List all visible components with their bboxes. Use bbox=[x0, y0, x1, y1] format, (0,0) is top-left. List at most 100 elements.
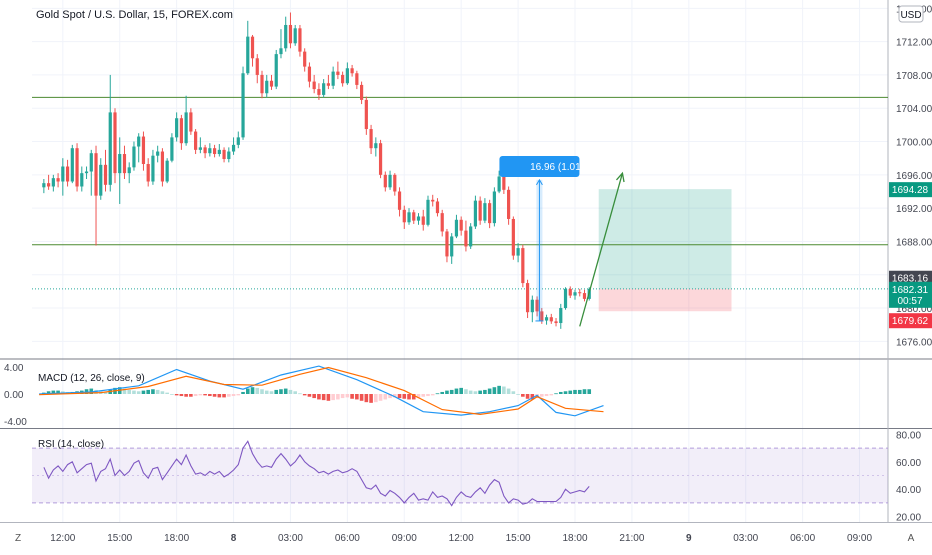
candle-body[interactable] bbox=[303, 51, 307, 67]
candle-body[interactable] bbox=[483, 203, 487, 221]
candle-body[interactable] bbox=[535, 299, 539, 312]
candle-body[interactable] bbox=[56, 178, 60, 182]
candle-body[interactable] bbox=[497, 176, 501, 192]
time-axis[interactable]: 12:00 15:00 18:00 8 03:00 06:00 09:00 12:00 15:0… bbox=[50, 533, 872, 544]
candle-body[interactable] bbox=[80, 173, 84, 187]
candle-body[interactable] bbox=[469, 226, 473, 247]
candle-body[interactable] bbox=[288, 24, 293, 44]
candle-body[interactable] bbox=[369, 129, 373, 149]
candle-body[interactable] bbox=[412, 212, 416, 221]
candle-body[interactable] bbox=[331, 71, 335, 86]
candle-body[interactable] bbox=[255, 58, 259, 75]
candle-body[interactable] bbox=[265, 80, 269, 94]
candle-body[interactable] bbox=[326, 83, 330, 86]
candle-body[interactable] bbox=[554, 321, 558, 324]
candle-body[interactable] bbox=[132, 146, 136, 168]
candle-body[interactable] bbox=[350, 68, 354, 74]
candle-body[interactable] bbox=[492, 191, 496, 224]
candle-body[interactable] bbox=[94, 153, 98, 196]
candle-body[interactable] bbox=[388, 174, 392, 188]
currency-button[interactable] bbox=[898, 5, 924, 23]
candle-body[interactable] bbox=[189, 112, 193, 132]
candle-body[interactable] bbox=[511, 218, 515, 256]
candle-body[interactable] bbox=[298, 28, 302, 52]
candle-body[interactable] bbox=[336, 71, 340, 75]
candle-body[interactable] bbox=[141, 136, 146, 165]
candle-body[interactable] bbox=[521, 248, 525, 284]
price-range-measure[interactable] bbox=[499, 156, 580, 322]
candle-body[interactable] bbox=[89, 153, 93, 172]
candle-body[interactable] bbox=[231, 144, 236, 152]
candle-body[interactable] bbox=[488, 203, 492, 224]
candle-body[interactable] bbox=[279, 48, 283, 55]
candle-body[interactable] bbox=[507, 189, 511, 219]
candle-body[interactable] bbox=[478, 200, 482, 221]
candle-body[interactable] bbox=[274, 54, 278, 87]
candle-body[interactable] bbox=[260, 74, 264, 94]
candle-body[interactable] bbox=[374, 143, 378, 149]
candle-body[interactable] bbox=[426, 199, 430, 225]
candle-body[interactable] bbox=[464, 230, 468, 247]
candle-body[interactable] bbox=[70, 148, 74, 182]
candle-body[interactable] bbox=[269, 80, 274, 87]
candle-body[interactable] bbox=[217, 149, 221, 155]
candle-body[interactable] bbox=[378, 143, 383, 175]
candle-body[interactable] bbox=[573, 292, 577, 296]
candle-body[interactable] bbox=[364, 99, 368, 130]
candle-body[interactable] bbox=[212, 148, 217, 155]
candle-body[interactable] bbox=[435, 201, 440, 214]
candle-body[interactable] bbox=[322, 83, 326, 95]
candle-body[interactable] bbox=[355, 73, 359, 85]
price-axis[interactable]: 1716.001712.001708.001704.001700.001696.… bbox=[4, 4, 932, 523]
arrow-line[interactable] bbox=[579, 172, 624, 327]
candle-body[interactable] bbox=[540, 311, 544, 321]
timezone-letter[interactable]: Z bbox=[15, 533, 21, 544]
candle-body[interactable] bbox=[578, 292, 582, 294]
candle-body[interactable] bbox=[65, 166, 70, 182]
candle-body[interactable] bbox=[549, 317, 553, 322]
candle-body[interactable] bbox=[103, 164, 108, 185]
candle-body[interactable] bbox=[307, 66, 312, 82]
candle-body[interactable] bbox=[184, 112, 188, 144]
candle-body[interactable] bbox=[559, 308, 563, 324]
candle-body[interactable] bbox=[407, 212, 411, 223]
candle-body[interactable] bbox=[345, 68, 349, 84]
candle-body[interactable] bbox=[502, 176, 506, 190]
candlestick-series[interactable] bbox=[42, 12, 591, 329]
candle-body[interactable] bbox=[284, 24, 288, 49]
long-position-tool[interactable] bbox=[32, 189, 888, 312]
horizontal-lines[interactable] bbox=[32, 96, 888, 246]
trend-arrow[interactable] bbox=[579, 171, 625, 327]
candle-body[interactable] bbox=[421, 216, 425, 225]
candle-body[interactable] bbox=[317, 89, 321, 95]
candle-body[interactable] bbox=[227, 151, 231, 160]
candle-body[interactable] bbox=[393, 174, 397, 192]
candle-body[interactable] bbox=[175, 118, 179, 138]
candle-body[interactable] bbox=[170, 137, 174, 161]
candle-body[interactable] bbox=[236, 137, 240, 145]
candle-body[interactable] bbox=[84, 171, 89, 174]
candle-body[interactable] bbox=[137, 136, 141, 147]
candle-body[interactable] bbox=[151, 155, 155, 182]
candle-body[interactable] bbox=[75, 148, 79, 187]
rsi-pane[interactable] bbox=[32, 440, 888, 507]
candle-body[interactable] bbox=[431, 199, 435, 202]
candle-body[interactable] bbox=[203, 147, 207, 154]
candle-body[interactable] bbox=[122, 154, 127, 174]
profit-zone[interactable] bbox=[598, 189, 732, 289]
candle-body[interactable] bbox=[450, 236, 454, 257]
candle-body[interactable] bbox=[383, 174, 387, 188]
candle-body[interactable] bbox=[61, 166, 65, 182]
candle-body[interactable] bbox=[568, 288, 572, 296]
candle-body[interactable] bbox=[544, 317, 549, 321]
candle-body[interactable] bbox=[473, 200, 478, 227]
candle-body[interactable] bbox=[416, 216, 421, 221]
candle-body[interactable] bbox=[312, 81, 316, 90]
candle-body[interactable] bbox=[563, 288, 568, 309]
candle-body[interactable] bbox=[99, 164, 103, 196]
auto-scale-button[interactable]: A bbox=[908, 533, 915, 544]
candle-body[interactable] bbox=[440, 213, 444, 232]
candle-body[interactable] bbox=[530, 299, 534, 313]
rsi-line[interactable] bbox=[43, 440, 590, 507]
